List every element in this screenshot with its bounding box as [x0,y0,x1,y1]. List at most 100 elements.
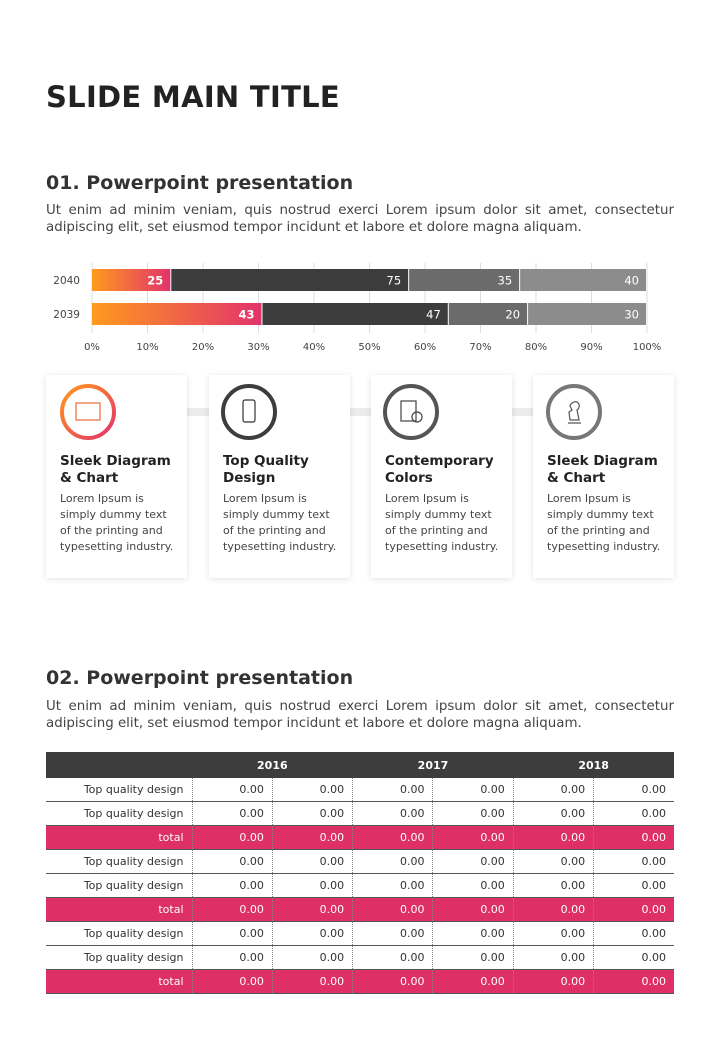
table-cell: 0.00 [191,801,273,826]
table-cell: 0.00 [352,897,433,922]
table-cell: 0.00 [352,778,433,802]
data-table: 2016 2017 2018 Top quality design 0.00 0.00 0.… [46,752,674,994]
table-cell: 0.00 [512,873,594,898]
table-cell: 0.00 [271,778,353,802]
table-row: Top quality design 0.00 0.00 0.00 0.00 0.00 0.… [46,873,674,898]
card-title: Top Quality Design [223,453,309,486]
card-icons [60,384,602,440]
bar-segment [92,269,171,291]
table-cell: 0.00 [432,873,514,898]
table-cell: 0.00 [191,945,273,970]
table-cell: 0.00 [271,921,353,946]
table-cell: 0.00 [352,945,433,970]
table-cell: 0.00 [512,897,594,922]
row-label: Top quality design [46,801,192,826]
x-tick-label: 20% [192,342,214,353]
row-label: Top quality design [46,849,192,874]
row-label: Top quality design [46,778,192,802]
table-cell: 0.00 [593,873,674,898]
y-tick-label: 2039 [53,309,80,321]
table-cell: 0.00 [432,778,514,802]
x-tick-label: 70% [469,342,491,353]
table-cell: 0.00 [191,849,273,874]
data-label: 25 [147,274,163,288]
x-tick-label: 10% [136,342,158,353]
row-label: Top quality design [46,945,192,970]
table-cell: 0.00 [191,969,273,994]
table-cell: 0.00 [432,897,514,922]
header-cell: 2018 [513,752,674,778]
table-cell: 0.00 [432,801,514,826]
data-label: 43 [238,308,254,322]
row-label: total [46,897,192,922]
table-cell: 0.00 [271,873,353,898]
table-cell: 0.00 [352,825,433,850]
data-label: 35 [498,274,513,288]
table-row: Top quality design 0.00 0.00 0.00 0.00 0.00 0.… [46,945,674,970]
table-cell: 0.00 [512,969,594,994]
table-cell: 0.00 [191,873,273,898]
table-row: total 0.00 0.00 0.00 0.00 0.00 0.00 [46,969,674,994]
row-label: total [46,969,192,994]
data-label: 47 [426,308,441,322]
table-row: Top quality design 0.00 0.00 0.00 0.00 0.00 0.… [46,849,674,874]
table-cell: 0.00 [593,778,674,802]
card-text: Lorem Ipsum is simply dummy text of the … [547,492,661,553]
table-cell: 0.00 [271,849,353,874]
x-tick-label: 40% [303,342,325,353]
table-cell: 0.00 [271,969,353,994]
card: Sleek Diagram & Chart Lorem Ipsum is simp… [46,375,187,578]
table-cell: 0.00 [593,897,674,922]
table-cell: 0.00 [512,778,594,802]
table-cell: 0.00 [512,825,594,850]
table-row: total 0.00 0.00 0.00 0.00 0.00 0.00 [46,897,674,922]
table-cell: 0.00 [271,897,353,922]
x-tick-label: 0% [84,342,100,353]
table-cell: 0.00 [271,825,353,850]
table-cell: 0.00 [191,825,273,850]
icon [383,384,439,440]
table-cell: 0.00 [512,945,594,970]
table-row: total 0.00 0.00 0.00 0.00 0.00 0.00 [46,825,674,850]
table-row: Top quality design 0.00 0.00 0.00 0.00 0.00 0.… [46,778,674,802]
table-cell: 0.00 [352,921,433,946]
data-label: 20 [505,308,520,322]
row-label: total [46,825,192,850]
table-cell: 0.00 [593,825,674,850]
x-tick-label: 100% [633,342,662,353]
card-text: Lorem Ipsum is simply dummy text of the … [223,492,337,553]
row-label: Top quality design [46,873,192,898]
icon [60,384,116,440]
data-label: 30 [624,308,639,322]
card-text: Lorem Ipsum is simply dummy text of the … [60,492,174,553]
section-text: Ut enim ad minim veniam, quis nostrud ex… [46,203,674,235]
icon [546,384,602,440]
table-cell: 0.00 [593,849,674,874]
header-cell: 2017 [352,752,514,778]
table-cell: 0.00 [593,921,674,946]
header-cell [46,752,192,778]
table-cell: 0.00 [191,897,273,922]
table-row: Top quality design 0.00 0.00 0.00 0.00 0.00 0.… [46,921,674,946]
x-tick-label: 30% [247,342,269,353]
table-cell: 0.00 [191,778,273,802]
card-title: Sleek Diagram & Chart [60,453,171,486]
table-cell: 0.00 [352,801,433,826]
card-title: Sleek Diagram & Chart [547,453,658,486]
row-label: Top quality design [46,921,192,946]
slide-title: SLIDE MAIN TITLE [46,80,341,114]
data-label: 75 [387,274,402,288]
section-heading: 01. Powerpoint presentation [46,172,354,194]
icon [221,384,277,440]
table-cell: 0.00 [352,969,433,994]
table-cell: 0.00 [432,921,514,946]
table-cell: 0.00 [512,801,594,826]
table-cell: 0.00 [271,801,353,826]
data-label: 40 [624,274,639,288]
y-tick-label: 2040 [53,275,80,287]
card-title: Contemporary Colors [385,453,494,486]
x-tick-label: 60% [414,342,436,353]
header-cell: 2016 [192,752,353,778]
header-row: 2016 2017 2018 [46,752,674,778]
